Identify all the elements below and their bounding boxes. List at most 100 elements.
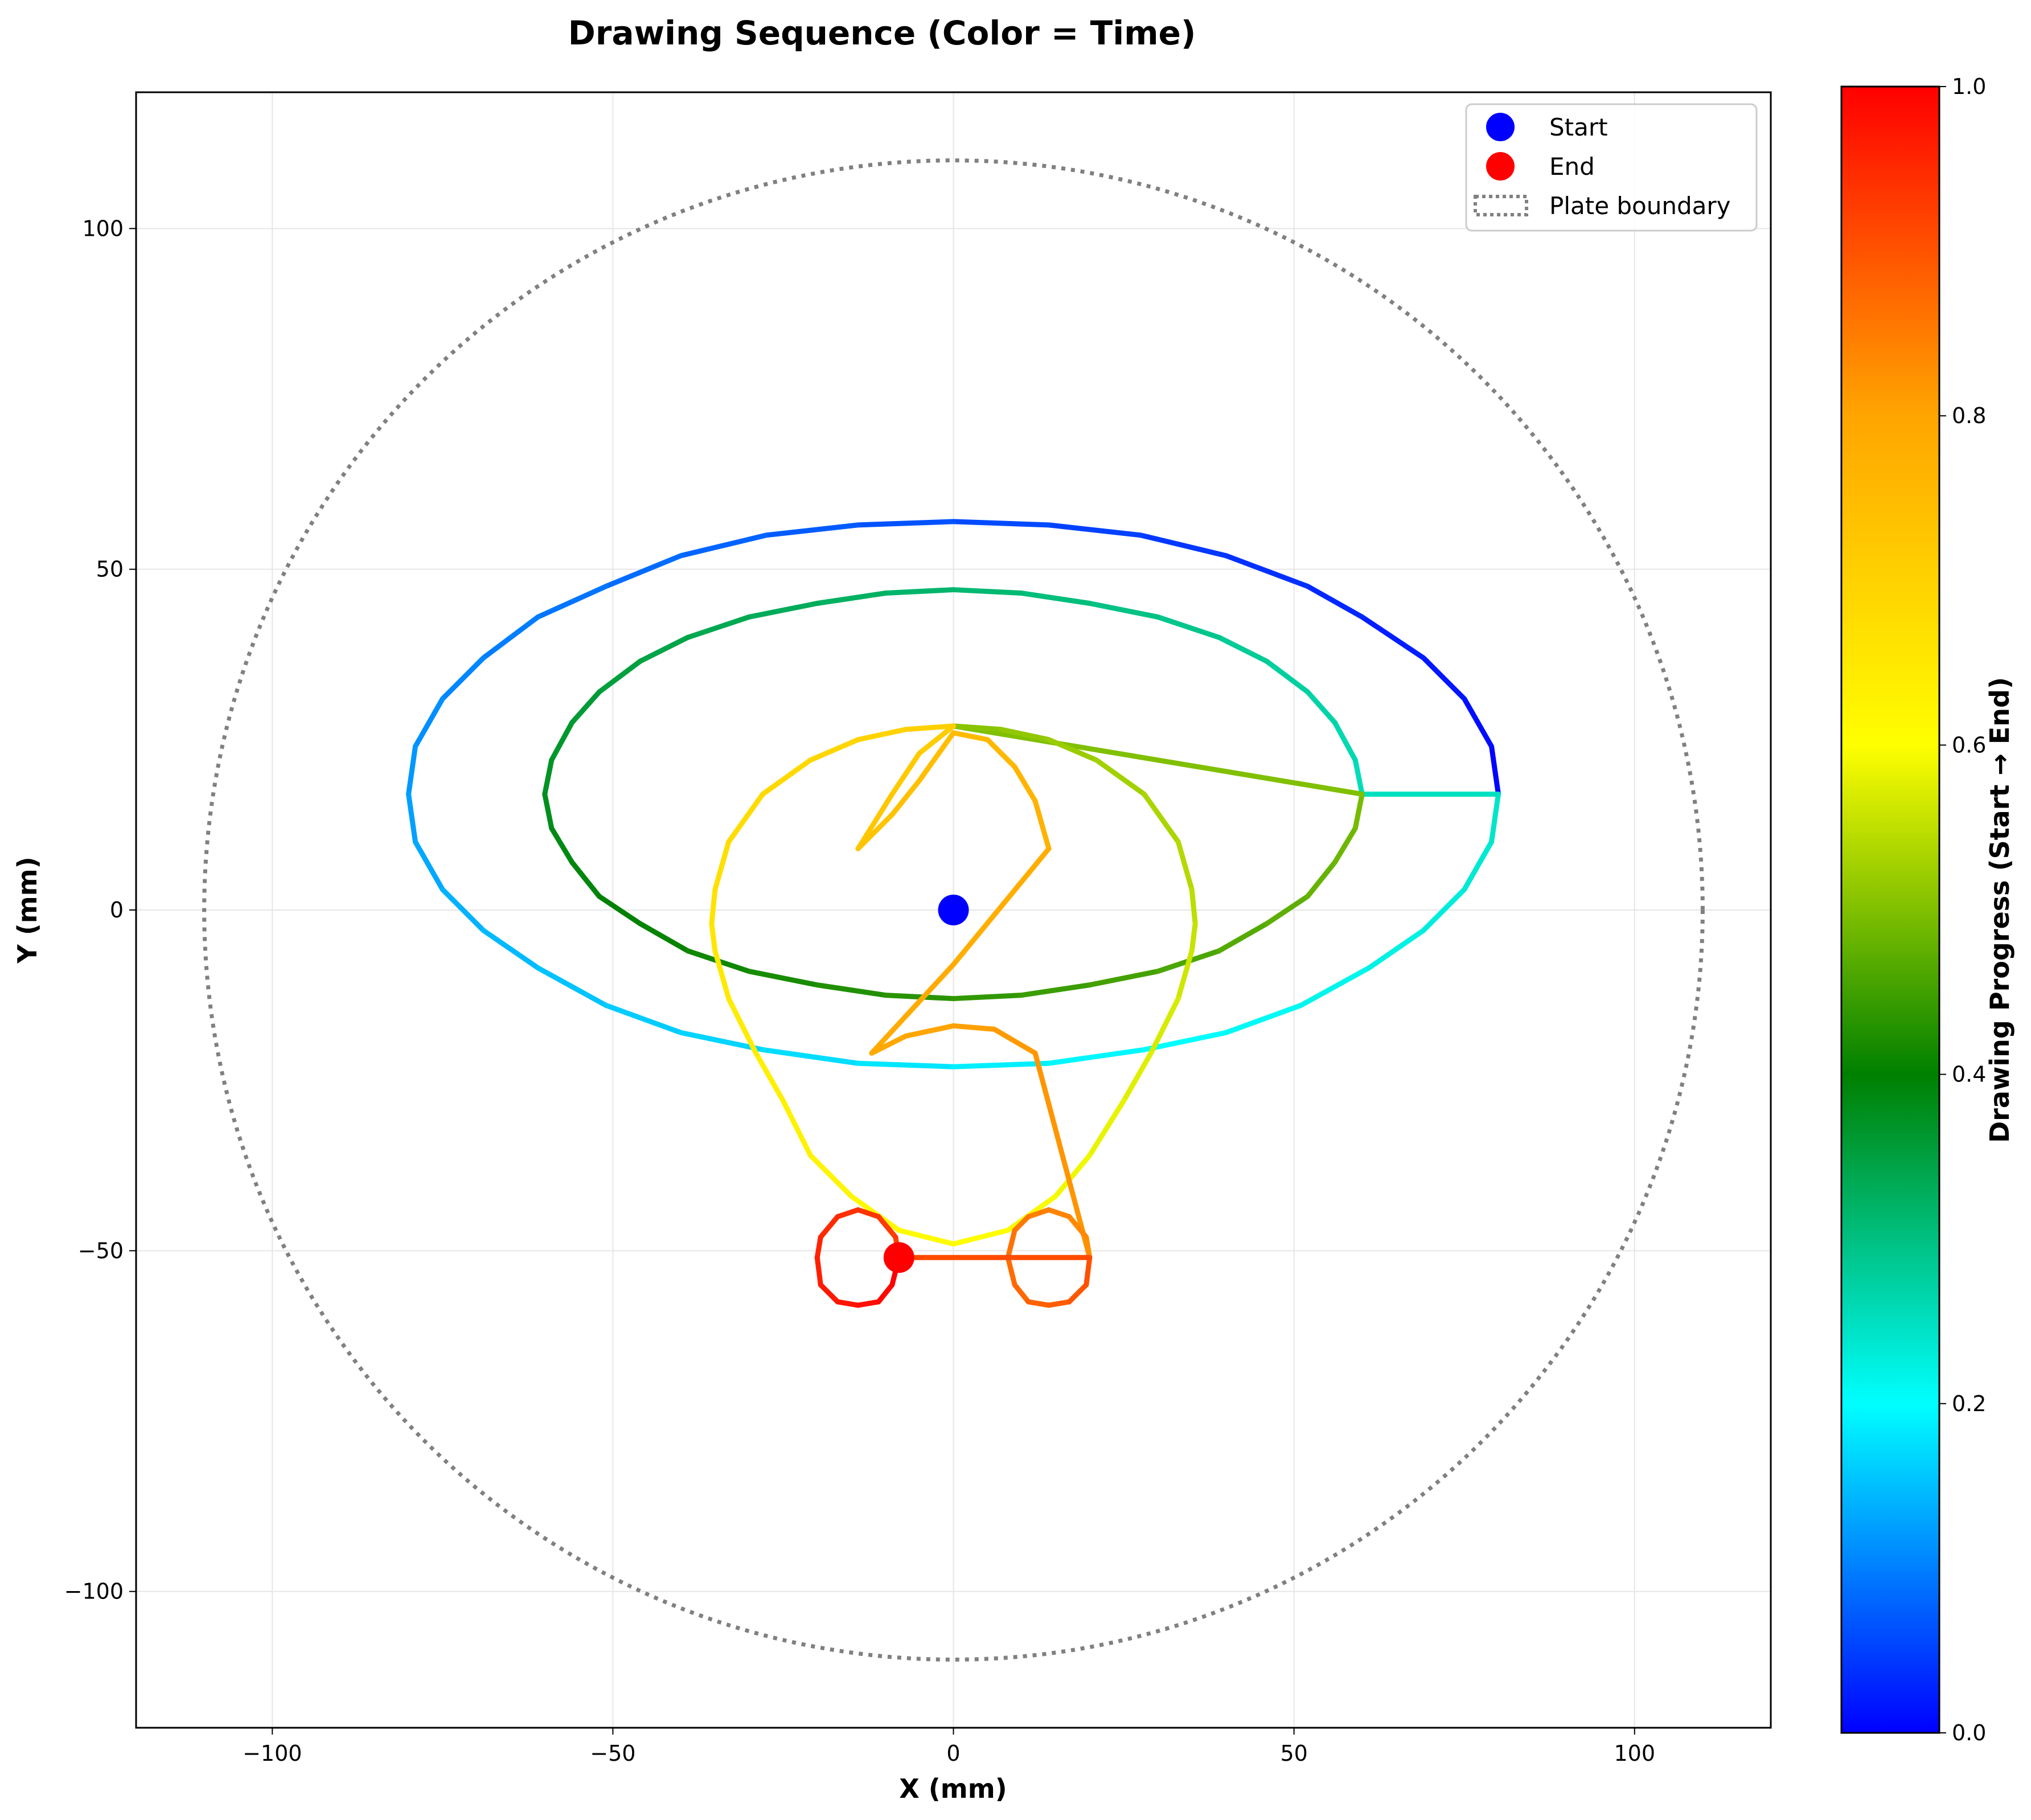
path-segment xyxy=(1305,859,1337,899)
path-segment xyxy=(637,634,691,664)
x-tick-label: 100 xyxy=(1614,1741,1655,1766)
path-segment xyxy=(481,614,541,661)
y-tick-label: 100 xyxy=(82,216,124,241)
path-segment xyxy=(603,1003,684,1035)
path-segment xyxy=(855,1207,881,1219)
path-segment xyxy=(1019,591,1093,606)
y-tick-label: 50 xyxy=(96,557,124,582)
path-segment xyxy=(746,601,820,620)
start-marker xyxy=(938,895,969,925)
path-segment xyxy=(760,757,813,797)
path-segment xyxy=(1189,921,1198,954)
path-segment xyxy=(1489,744,1501,797)
path-segment xyxy=(1005,1227,1017,1260)
axis-ticks: −100 −50 0 50 100 −100 −50 0 50 100 xyxy=(64,216,1655,1766)
path-segment xyxy=(412,696,445,749)
path-segment xyxy=(596,893,643,927)
path-segment xyxy=(903,723,956,732)
colorbar-tick-label: 0.4 xyxy=(1952,1062,1986,1087)
path-segment xyxy=(876,1214,898,1240)
legend-start-marker xyxy=(1486,113,1515,141)
path-segment xyxy=(883,993,956,1002)
y-tick-label: −100 xyxy=(64,1579,124,1604)
legend-boundary-swatch xyxy=(1474,195,1528,216)
path-segment xyxy=(1046,1047,1147,1066)
path-segment xyxy=(814,1234,823,1260)
x-tick-label: −100 xyxy=(243,1741,302,1766)
path-segment xyxy=(535,965,609,1009)
path-segment xyxy=(1012,1282,1031,1305)
path-segment xyxy=(1305,689,1337,725)
markers xyxy=(883,895,969,1273)
path-segment xyxy=(1175,948,1195,1002)
path-segment xyxy=(542,757,555,797)
path-segment xyxy=(951,1023,997,1032)
path-segment xyxy=(1032,1050,1093,1260)
legend-end-label: End xyxy=(1549,153,1595,181)
path-segment xyxy=(764,522,861,538)
plate-boundary xyxy=(202,158,1705,1662)
end-marker xyxy=(883,1242,914,1273)
path-segment xyxy=(951,723,1365,797)
path-segment xyxy=(1053,1153,1093,1199)
colorbar-tick-label: 0.6 xyxy=(1952,732,1986,757)
path-segment xyxy=(1084,1255,1093,1288)
colorbar-tick-label: 0.0 xyxy=(1952,1720,1986,1745)
x-axis-label: X (mm) xyxy=(899,1773,1007,1804)
path-segment xyxy=(596,658,643,695)
path-segment xyxy=(726,792,766,845)
path-segment xyxy=(1012,1214,1031,1233)
x-tick-label: −50 xyxy=(590,1741,635,1766)
path-segment xyxy=(1352,757,1365,797)
path-segment xyxy=(1462,839,1495,892)
path-segment xyxy=(1421,655,1467,702)
x-tick-label: 0 xyxy=(946,1741,960,1766)
path-segment xyxy=(726,996,759,1056)
path-segment xyxy=(1005,1255,1017,1288)
path-segment xyxy=(406,792,418,845)
path-segment xyxy=(637,921,691,954)
path-segment xyxy=(1359,614,1426,661)
path-segment xyxy=(807,737,861,763)
path-segment xyxy=(760,1047,861,1066)
path-segment xyxy=(1141,792,1181,845)
path-segment xyxy=(917,730,956,784)
path-segment xyxy=(1223,553,1311,589)
path-segment xyxy=(712,839,732,892)
path-segment xyxy=(889,778,922,817)
path-segment xyxy=(876,1282,895,1305)
path-segment xyxy=(709,921,718,954)
path-segment xyxy=(1019,982,1093,998)
path-segment xyxy=(709,887,718,927)
path-segment xyxy=(1084,1234,1093,1260)
path-segment xyxy=(1352,792,1365,831)
legend: Start End Plate boundary xyxy=(1465,103,1758,232)
path-segment xyxy=(1141,1030,1229,1052)
path-segment xyxy=(991,1026,1038,1056)
path-segment xyxy=(569,859,602,899)
path-segment xyxy=(951,1227,1011,1247)
path-segment xyxy=(1155,614,1222,640)
path-segment xyxy=(896,1227,956,1247)
path-segment xyxy=(1462,696,1495,749)
path-segment xyxy=(883,587,956,596)
path-segment xyxy=(1066,1282,1089,1305)
path-segment xyxy=(1264,658,1311,695)
path-segment xyxy=(1094,757,1147,797)
path-segment xyxy=(1223,1003,1304,1035)
path-segment xyxy=(814,1255,823,1288)
path-segment xyxy=(1032,798,1052,851)
path-segment xyxy=(869,962,956,1056)
colorbar-tick-label: 1.0 xyxy=(1952,74,1986,99)
path-segment xyxy=(1087,601,1160,620)
path-segment xyxy=(780,1098,813,1158)
path-segment xyxy=(889,751,922,797)
path-segment xyxy=(1025,1299,1052,1308)
path-segment xyxy=(903,1023,956,1039)
y-tick-label: 0 xyxy=(110,897,124,923)
legend-end-marker xyxy=(1486,152,1515,181)
path-segment xyxy=(1087,1098,1127,1158)
path-segment xyxy=(712,948,732,1002)
path-segment xyxy=(1305,584,1365,620)
